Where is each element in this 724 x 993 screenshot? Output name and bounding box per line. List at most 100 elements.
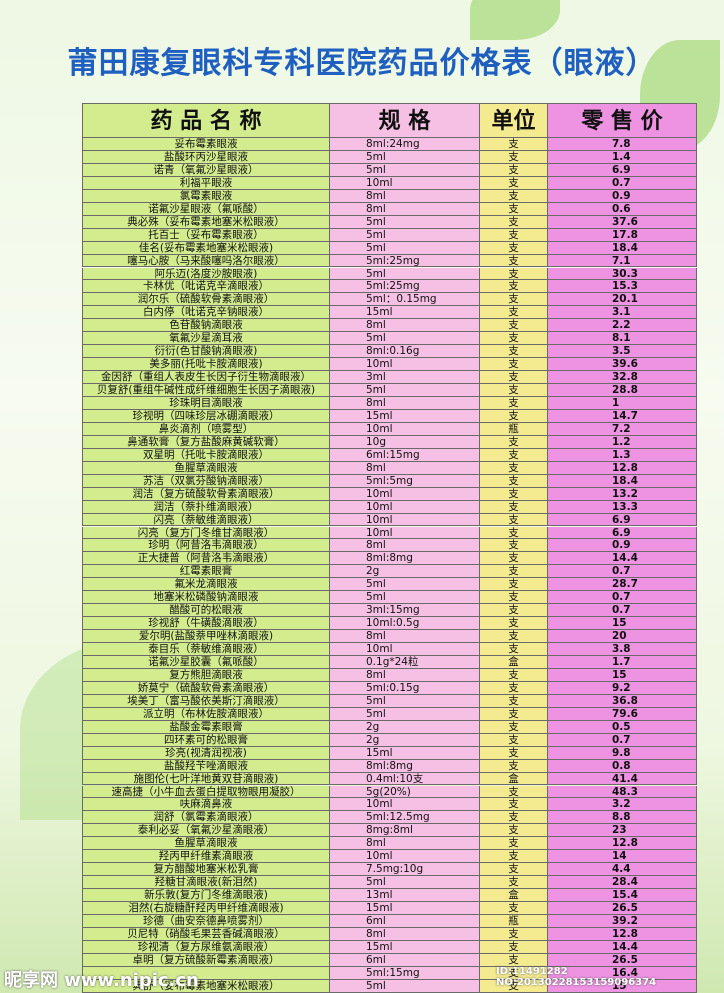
header-price: 零 售 价	[548, 103, 697, 138]
cell-price: 6.9	[548, 526, 697, 540]
table-row: 泰利必妥（氧氟沙星滴眼液） 8mg:8ml 支 23	[82, 824, 697, 838]
table-row: 润洁（复方硫酸软骨素滴眼液） 10ml 支 13.2	[82, 487, 697, 501]
cell-unit: 支	[480, 163, 548, 177]
table-row: 佳名(妥布霉素地塞米松眼液) 5ml 支 18.4	[82, 241, 697, 255]
table-row: 贝复舒(重组牛碱性成纤维细胞生长因子滴眼液) 5ml 支 28.8	[82, 384, 697, 397]
cell-unit: 支	[480, 681, 548, 695]
cell-name: 速高捷（小牛血去蛋白提取物眼用凝胶）	[82, 785, 330, 799]
table-row: 四环素可的松眼膏 2g 支 0.7	[82, 733, 697, 747]
cell-price: 14.7	[548, 409, 697, 423]
cell-unit: 支	[480, 448, 548, 462]
cell-spec: 5ml	[330, 384, 480, 397]
cell-unit: 支	[480, 397, 548, 410]
cell-name: 鼻通软膏（复方盐酸麻黄碱软膏）	[82, 435, 330, 449]
cell-unit: 支	[480, 332, 548, 346]
watermark-id: ID:11491282 NO:20130228153159096374	[496, 966, 657, 988]
cell-unit: 支	[480, 241, 548, 255]
cell-name: 妥布霉素眼液	[82, 138, 330, 151]
cell-name: 爱尔明(盐酸萘甲唑林滴眼液)	[82, 630, 330, 644]
cell-price: 0.7	[548, 604, 697, 618]
cell-spec: 10ml	[330, 643, 480, 656]
cell-price: 6.9	[548, 513, 697, 527]
cell-unit: 支	[480, 979, 548, 993]
cell-price: 79.6	[548, 707, 697, 721]
cell-name: 珍视明（四味珍层冰硼滴眼液）	[82, 409, 330, 423]
cell-name: 泰利必妥（氧氟沙星滴眼液）	[82, 824, 330, 838]
table-row: 卓明（复方硫酸新霉素滴眼液） 6ml 支 26.5	[82, 953, 697, 967]
cell-spec: 5g(20%)	[330, 785, 480, 799]
table-row: 典舒（妥布霉素地塞米松眼液） 5ml 支 15	[82, 979, 697, 993]
table-row: 润洁（萘扑维滴眼液） 10ml 支 13.3	[82, 500, 697, 514]
cell-unit: 支	[480, 733, 548, 747]
cell-unit: 支	[480, 552, 548, 566]
table-row: 色苷酸钠滴眼液 8ml 支 2.2	[82, 319, 697, 333]
cell-spec: 8ml	[330, 189, 480, 203]
cell-name: 地塞米松磷酸钠滴眼液	[82, 591, 330, 605]
cell-unit: 盒	[480, 889, 548, 903]
cell-spec: 5ml	[330, 267, 480, 281]
cell-name: 润洁（复方硫酸软骨素滴眼液）	[82, 487, 330, 501]
cell-spec: 5ml	[330, 150, 480, 164]
table-row: 盐酸羟苄唑滴眼液 8ml:8mg 支 0.8	[82, 759, 697, 773]
table-row: 诺氟沙星胶囊（氟哌酸） 0.1g*24粒盒 1.7	[82, 656, 697, 669]
cell-name: 诺氟沙星胶囊（氟哌酸）	[82, 656, 330, 669]
cell-price: 7.2	[548, 422, 697, 436]
cell-price: 18.4	[548, 241, 697, 255]
table-row: 爱尔明(盐酸萘甲唑林滴眼液) 8ml 支 20	[82, 630, 697, 644]
cell-unit: 支	[480, 798, 548, 812]
cell-spec: 15ml	[330, 940, 480, 954]
cell-name: 卓明（复方硫酸新霉素滴眼液）	[82, 953, 330, 967]
cell-spec: 8ml	[330, 539, 480, 553]
cell-unit: 瓶	[480, 422, 548, 436]
table-row: 珍珠明目滴眼液 8ml 支 1	[82, 397, 697, 410]
cell-price: 12.8	[548, 927, 697, 941]
cell-spec: 0.1g*24粒	[330, 656, 480, 669]
cell-price: 0.7	[548, 176, 697, 190]
cell-spec: 2g	[330, 565, 480, 579]
cell-spec: 15ml	[330, 409, 480, 423]
cell-unit: 支	[480, 876, 548, 890]
header-spec: 规 格	[330, 103, 480, 138]
cell-spec: 10ml:0.5g	[330, 617, 480, 631]
cell-price: 0.5	[548, 720, 697, 734]
cell-price: 8.8	[548, 811, 697, 825]
cell-unit: 支	[480, 189, 548, 203]
cell-unit: 支	[480, 630, 548, 644]
cell-name: 泪然(右旋糖酐羟丙甲纤维滴眼液)	[82, 902, 330, 915]
table-row: 泪然(右旋糖酐羟丙甲纤维滴眼液) 15ml 支 26.5	[82, 902, 697, 915]
cell-name: 利福平眼液	[82, 176, 330, 190]
cell-spec: 6ml	[330, 915, 480, 928]
table-row: 妥布霉素眼液 8ml:24mg 支 7.8	[82, 138, 697, 151]
cell-unit: 支	[480, 927, 548, 941]
cell-price: 4.4	[548, 863, 697, 877]
cell-name: 施图伦(七叶洋地黄双苷滴眼液)	[82, 772, 330, 786]
cell-price: 15	[548, 668, 697, 682]
cell-unit: 支	[480, 591, 548, 605]
cell-unit: 支	[480, 345, 548, 359]
cell-spec: 5ml	[330, 979, 480, 993]
cell-unit: 支	[480, 707, 548, 721]
header-row: 药 品 名 称规 格单位零 售 价	[82, 103, 697, 138]
cell-price: 14.4	[548, 552, 697, 566]
cell-unit: 支	[480, 617, 548, 631]
cell-price: 9.8	[548, 746, 697, 760]
cell-name: 珍珠明目滴眼液	[82, 397, 330, 410]
cell-unit: 支	[480, 267, 548, 281]
cell-name: 白内停（吡诺克辛钠眼液）	[82, 306, 330, 320]
table-row: 羟丙甲纤维素滴眼液 10ml 支 14	[82, 850, 697, 864]
cell-price: 15	[548, 617, 697, 631]
watermark: 昵享网 www.nipic.cn	[4, 970, 199, 991]
cell-price: 3.2	[548, 798, 697, 812]
table-row: 氧氟沙星滴耳液 5ml 支 8.1	[82, 332, 697, 346]
cell-spec: 10g	[330, 435, 480, 449]
cell-spec: 6ml:15mg	[330, 448, 480, 462]
cell-price: 28.7	[548, 578, 697, 592]
table-row: 醋酸可的松眼液 3ml:15mg 支 0.7	[82, 604, 697, 618]
cell-price: 37.6	[548, 215, 697, 229]
table-row: 复方醋酸地塞米松乳膏 7.5mg:10g 支 4.4	[82, 863, 697, 877]
cell-name: 珍德（曲安奈德鼻喷雾剂）	[82, 915, 330, 928]
cell-unit: 支	[480, 254, 548, 268]
cell-spec: 5ml:25mg	[330, 280, 480, 294]
cell-name: 呋麻滴鼻液	[82, 798, 330, 812]
